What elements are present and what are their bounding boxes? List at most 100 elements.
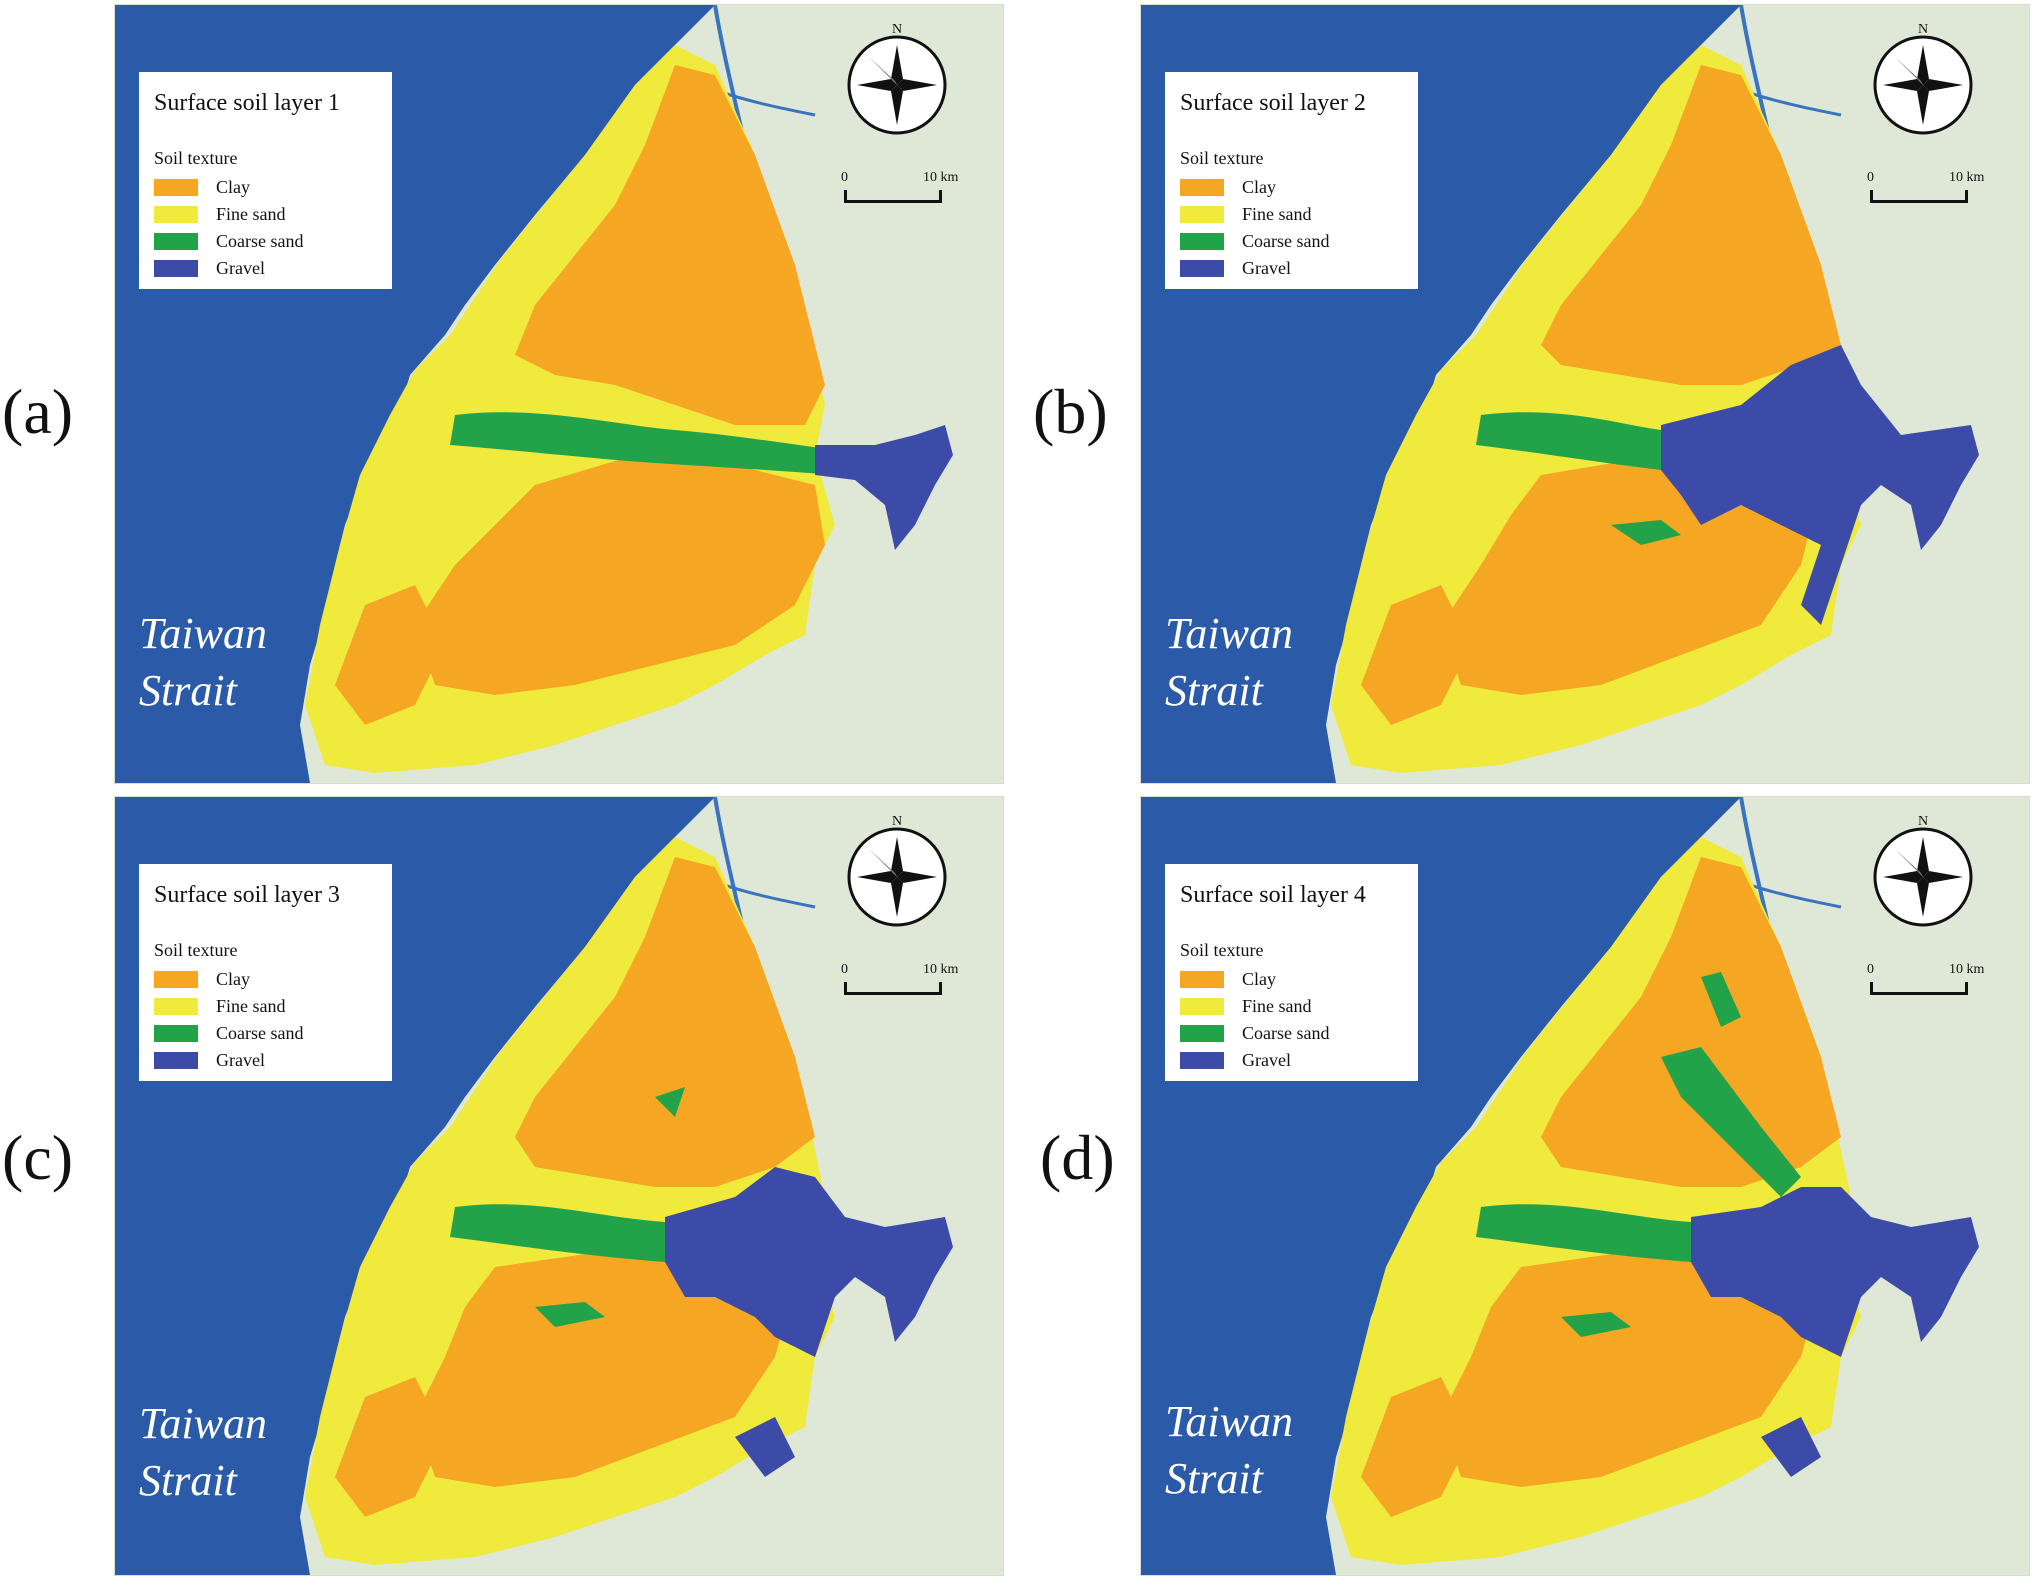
clay-swatch bbox=[154, 178, 198, 196]
legend-subtitle: Soil texture bbox=[154, 148, 238, 168]
legend-c: Surface soil layer 3 Soil texture Clay F… bbox=[139, 864, 392, 1081]
compass-rose-icon: N bbox=[845, 19, 949, 139]
legend-label: Coarse sand bbox=[1242, 230, 1330, 251]
fine-sand-swatch bbox=[1180, 205, 1224, 223]
panel-label-b: (b) bbox=[1033, 376, 1108, 447]
gravel-swatch bbox=[154, 1051, 198, 1069]
scale-end-label: 10 km bbox=[1949, 962, 1985, 977]
legend-item-fine-sand: Fine sand bbox=[154, 996, 286, 1016]
legend-title: Surface soil layer 3 bbox=[154, 882, 340, 908]
sea-label-line1: Taiwan bbox=[1165, 1397, 1294, 1446]
compass-north-label: N bbox=[1918, 22, 1928, 37]
legend-subtitle: Soil texture bbox=[154, 940, 238, 960]
compass-rose-icon: N bbox=[1871, 811, 1975, 931]
legend-d: Surface soil layer 4 Soil texture Clay F… bbox=[1165, 864, 1418, 1081]
legend-item-coarse-sand: Coarse sand bbox=[154, 1023, 303, 1043]
map-panel-c: Surface soil layer 3 Soil texture Clay F… bbox=[114, 796, 1004, 1576]
coarse-sand-swatch bbox=[1180, 1024, 1224, 1042]
sea-label-line2: Strait bbox=[1165, 1454, 1263, 1504]
legend-b: Surface soil layer 2 Soil texture Clay F… bbox=[1165, 72, 1418, 289]
legend-item-clay: Clay bbox=[154, 177, 250, 197]
scale-start-label: 0 bbox=[841, 170, 848, 185]
fine-sand-swatch bbox=[1180, 997, 1224, 1015]
legend-title: Surface soil layer 1 bbox=[154, 90, 340, 116]
scale-bar: 0 10 km bbox=[841, 962, 958, 1002]
scale-start-label: 0 bbox=[1867, 962, 1874, 977]
legend-item-clay: Clay bbox=[1180, 177, 1276, 197]
legend-label: Fine sand bbox=[216, 203, 286, 224]
gravel-swatch bbox=[1180, 259, 1224, 277]
panel-label-c: (c) bbox=[2, 1122, 74, 1193]
sea-label-line2: Strait bbox=[1165, 666, 1263, 716]
compass-north-label: N bbox=[892, 814, 902, 829]
scale-start-label: 0 bbox=[841, 962, 848, 977]
legend-label: Fine sand bbox=[1242, 203, 1312, 224]
compass-rose-icon: N bbox=[1871, 19, 1975, 139]
scale-start-label: 0 bbox=[1867, 170, 1874, 185]
legend-subtitle: Soil texture bbox=[1180, 148, 1264, 168]
clay-swatch bbox=[154, 970, 198, 988]
sea-label: Taiwan Strait bbox=[1165, 1393, 1293, 1507]
legend-label: Clay bbox=[216, 176, 250, 197]
scale-end-label: 10 km bbox=[923, 962, 959, 977]
legend-item-coarse-sand: Coarse sand bbox=[1180, 231, 1329, 251]
legend-a: Surface soil layer 1 Soil texture Clay F… bbox=[139, 72, 392, 289]
compass-north-label: N bbox=[1918, 814, 1928, 829]
sea-label-line1: Taiwan bbox=[139, 1399, 268, 1448]
legend-item-gravel: Gravel bbox=[1180, 258, 1291, 278]
legend-title: Surface soil layer 4 bbox=[1180, 882, 1366, 908]
scale-bar: 0 10 km bbox=[1867, 170, 1984, 210]
legend-item-fine-sand: Fine sand bbox=[1180, 996, 1312, 1016]
legend-item-coarse-sand: Coarse sand bbox=[154, 231, 303, 251]
legend-label: Gravel bbox=[216, 257, 265, 278]
legend-subtitle: Soil texture bbox=[1180, 940, 1264, 960]
legend-label: Clay bbox=[1242, 968, 1276, 989]
legend-item-gravel: Gravel bbox=[1180, 1050, 1291, 1070]
legend-label: Coarse sand bbox=[216, 230, 304, 251]
map-canvas-d bbox=[1141, 797, 2029, 1575]
fine-sand-swatch bbox=[154, 205, 198, 223]
sea-label-line1: Taiwan bbox=[1165, 609, 1294, 658]
legend-label: Gravel bbox=[1242, 1049, 1291, 1070]
legend-item-clay: Clay bbox=[154, 969, 250, 989]
coarse-sand-swatch bbox=[1180, 232, 1224, 250]
legend-item-gravel: Gravel bbox=[154, 258, 265, 278]
compass-rose-icon: N bbox=[845, 811, 949, 931]
coarse-sand-swatch bbox=[154, 232, 198, 250]
sea-label-line1: Taiwan bbox=[139, 609, 268, 658]
legend-item-coarse-sand: Coarse sand bbox=[1180, 1023, 1329, 1043]
legend-label: Clay bbox=[1242, 176, 1276, 197]
legend-label: Fine sand bbox=[216, 995, 286, 1016]
sea-label-line2: Strait bbox=[139, 1456, 237, 1506]
panel-label-d: (d) bbox=[1040, 1122, 1115, 1193]
legend-item-fine-sand: Fine sand bbox=[1180, 204, 1312, 224]
fine-sand-swatch bbox=[154, 997, 198, 1015]
legend-title: Surface soil layer 2 bbox=[1180, 90, 1366, 116]
map-panel-d: Surface soil layer 4 Soil texture Clay F… bbox=[1140, 796, 2030, 1576]
sea-label: Taiwan Strait bbox=[139, 605, 267, 719]
map-panel-a: Surface soil layer 1 Soil texture Clay F… bbox=[114, 4, 1004, 784]
scale-end-label: 10 km bbox=[1949, 170, 1985, 185]
legend-label: Gravel bbox=[1242, 257, 1291, 278]
map-panel-b: Surface soil layer 2 Soil texture Clay F… bbox=[1140, 4, 2030, 784]
sea-label: Taiwan Strait bbox=[139, 1395, 267, 1509]
sea-label: Taiwan Strait bbox=[1165, 605, 1293, 719]
scale-bar: 0 10 km bbox=[1867, 962, 1984, 1002]
legend-label: Gravel bbox=[216, 1049, 265, 1070]
clay-swatch bbox=[1180, 970, 1224, 988]
gravel-swatch bbox=[1180, 1051, 1224, 1069]
gravel-swatch bbox=[154, 259, 198, 277]
scale-bar: 0 10 km bbox=[841, 170, 958, 210]
compass-north-label: N bbox=[892, 22, 902, 37]
legend-item-clay: Clay bbox=[1180, 969, 1276, 989]
legend-label: Coarse sand bbox=[216, 1022, 304, 1043]
clay-swatch bbox=[1180, 178, 1224, 196]
coarse-sand-swatch bbox=[154, 1024, 198, 1042]
legend-label: Clay bbox=[216, 968, 250, 989]
scale-end-label: 10 km bbox=[923, 170, 959, 185]
legend-item-gravel: Gravel bbox=[154, 1050, 265, 1070]
panel-label-a: (a) bbox=[2, 376, 74, 447]
legend-label: Fine sand bbox=[1242, 995, 1312, 1016]
sea-label-line2: Strait bbox=[139, 666, 237, 716]
legend-item-fine-sand: Fine sand bbox=[154, 204, 286, 224]
